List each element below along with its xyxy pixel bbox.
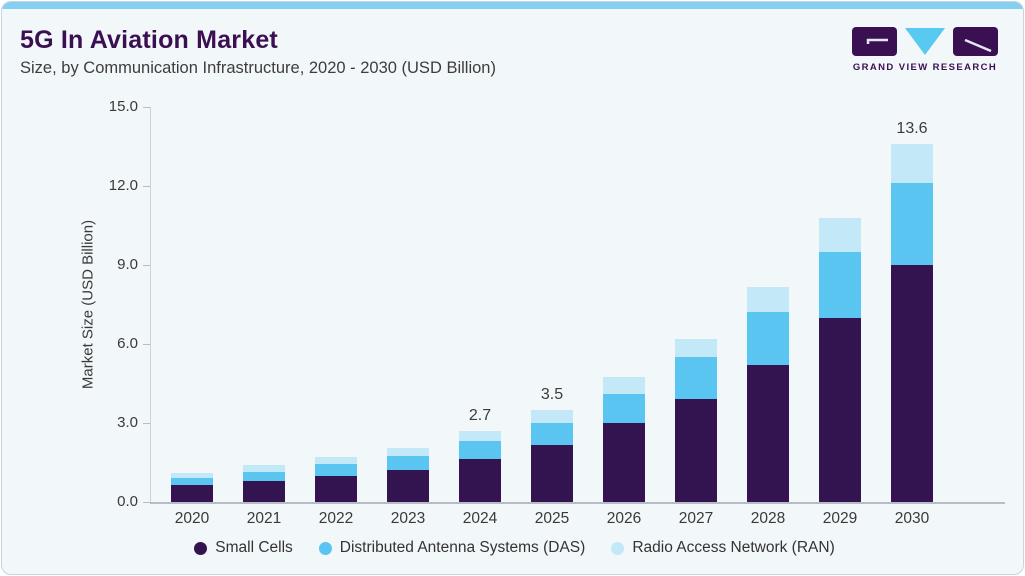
x-tick-label: 2021 bbox=[246, 510, 282, 527]
bar-2025-segment-1 bbox=[531, 423, 573, 446]
bar-2029-segment-2 bbox=[819, 217, 861, 252]
bar-2021-segment-0 bbox=[243, 480, 285, 502]
legend-item-1: Distributed Antenna Systems (DAS) bbox=[318, 539, 586, 557]
bar-2029-segment-1 bbox=[819, 251, 861, 318]
bar-2030-segment-2 bbox=[891, 143, 933, 184]
logo-wordmark: GRAND VIEW RESEARCH bbox=[852, 62, 998, 73]
grand-view-research-logo: GRAND VIEW RESEARCH bbox=[852, 27, 998, 73]
legend-dot-icon bbox=[611, 541, 625, 555]
bar-2026-segment-0 bbox=[603, 423, 645, 502]
x-tick-label: 2028 bbox=[750, 510, 786, 527]
logo-r-icon bbox=[953, 27, 998, 56]
legend-label: Small Cells bbox=[215, 539, 293, 556]
bar-2026-segment-1 bbox=[603, 394, 645, 423]
bar-total-label: 13.6 bbox=[896, 119, 928, 137]
bar-2023-segment-1 bbox=[387, 455, 429, 471]
y-tick-mark bbox=[143, 502, 150, 503]
x-tick-label: 2030 bbox=[894, 510, 930, 527]
legend-item-2: Radio Access Network (RAN) bbox=[611, 539, 835, 557]
bar-2028-segment-0 bbox=[747, 365, 789, 502]
x-tick-label: 2023 bbox=[390, 510, 426, 527]
bar-2023-segment-0 bbox=[387, 470, 429, 502]
page-title: 5G In Aviation Market bbox=[20, 26, 278, 54]
legend-dot-icon bbox=[318, 541, 332, 555]
bar-2024-segment-1 bbox=[459, 441, 501, 459]
bar-2023-segment-2 bbox=[387, 448, 429, 456]
bar-2025-segment-0 bbox=[531, 445, 573, 502]
bar-2028-segment-1 bbox=[747, 312, 789, 366]
y-axis-title: Market Size (USD Billion) bbox=[79, 219, 97, 389]
bar-2022-segment-2 bbox=[315, 457, 357, 464]
bar-2028-segment-2 bbox=[747, 287, 789, 313]
bar-2030-segment-1 bbox=[891, 183, 933, 265]
bar-2020-segment-0 bbox=[171, 484, 213, 502]
y-tick-mark bbox=[143, 107, 150, 108]
page-subtitle: Size, by Communication Infrastructure, 2… bbox=[20, 59, 496, 77]
bar-2024-segment-2 bbox=[459, 430, 501, 442]
bar-2030-segment-0 bbox=[891, 265, 933, 502]
bar-2027-segment-0 bbox=[675, 399, 717, 502]
bar-2027-segment-1 bbox=[675, 357, 717, 400]
bar-2022-segment-1 bbox=[315, 463, 357, 476]
bar-2026-segment-2 bbox=[603, 376, 645, 395]
bar-2022-segment-0 bbox=[315, 475, 357, 502]
legend-label: Radio Access Network (RAN) bbox=[632, 539, 835, 556]
bar-2024-segment-0 bbox=[459, 458, 501, 502]
x-tick-label: 2022 bbox=[318, 510, 354, 527]
legend-dot-icon bbox=[194, 541, 208, 555]
logo-g-icon bbox=[852, 27, 897, 56]
x-tick-label: 2026 bbox=[606, 510, 642, 527]
y-axis-line bbox=[150, 107, 151, 502]
bar-2020-segment-1 bbox=[171, 478, 213, 485]
x-tick-label: 2020 bbox=[174, 510, 210, 527]
legend-label: Distributed Antenna Systems (DAS) bbox=[339, 539, 586, 556]
y-tick-mark bbox=[143, 423, 150, 424]
x-tick-label: 2029 bbox=[822, 510, 858, 527]
legend-item-0: Small Cells bbox=[194, 539, 293, 557]
x-tick-label: 2024 bbox=[462, 510, 498, 527]
bar-2020-segment-2 bbox=[171, 473, 213, 479]
logo-glyphs bbox=[852, 27, 998, 56]
y-tick-label: 15.0 bbox=[108, 98, 138, 115]
bar-2021-segment-1 bbox=[243, 471, 285, 481]
y-tick-label: 3.0 bbox=[117, 414, 138, 431]
x-tick-label: 2027 bbox=[678, 510, 714, 527]
x-axis-line bbox=[150, 502, 1005, 504]
chart-legend: Small Cells Distributed Antenna Systems (… bbox=[2, 539, 1023, 557]
y-tick-label: 9.0 bbox=[117, 256, 138, 273]
y-tick-label: 0.0 bbox=[117, 493, 138, 510]
bar-2027-segment-2 bbox=[675, 338, 717, 358]
bar-2025-segment-2 bbox=[531, 409, 573, 423]
bar-2021-segment-2 bbox=[243, 465, 285, 472]
y-tick-mark bbox=[143, 186, 150, 187]
bar-total-label: 3.5 bbox=[540, 385, 564, 403]
top-accent-strip bbox=[2, 2, 1023, 9]
y-tick-label: 6.0 bbox=[117, 335, 138, 352]
bar-total-label: 2.7 bbox=[468, 406, 492, 424]
bar-2029-segment-0 bbox=[819, 317, 861, 502]
logo-v-icon bbox=[905, 28, 945, 55]
y-tick-mark bbox=[143, 344, 150, 345]
y-tick-label: 12.0 bbox=[108, 177, 138, 194]
y-tick-mark bbox=[143, 265, 150, 266]
x-tick-label: 2025 bbox=[534, 510, 570, 527]
